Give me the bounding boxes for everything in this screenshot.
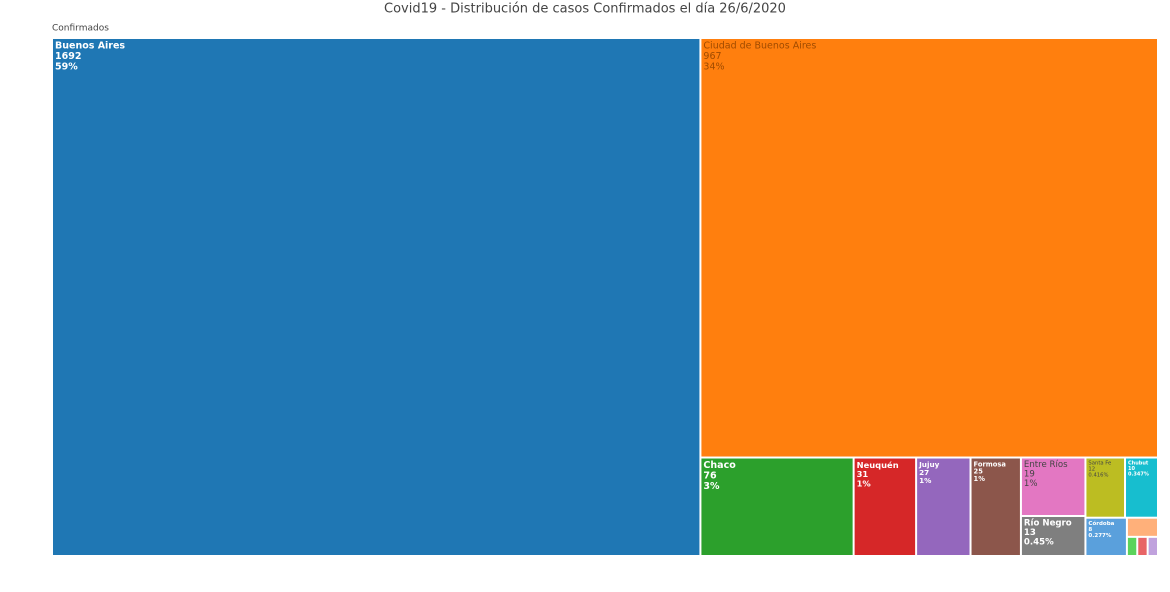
treemap-tile (53, 39, 700, 555)
tile-value: 967 (703, 51, 721, 62)
tile-percent: 1% (974, 475, 986, 483)
tile-percent: 34% (703, 61, 724, 72)
chart-title: Covid19 - Distribución de casos Confirma… (384, 2, 786, 17)
tile-value: 31 (857, 469, 869, 479)
tile-name: Chaco (703, 460, 736, 471)
tile-percent: 1% (857, 478, 872, 488)
tile-percent: 3% (703, 481, 720, 492)
tile-name: Entre Ríos (1024, 460, 1068, 470)
tile-value: 19 (1024, 470, 1035, 480)
tile-value: 13 (1024, 528, 1036, 538)
tile-name: Formosa (974, 460, 1006, 468)
tile-percent: 0.347% (1128, 472, 1149, 478)
tile-name: Córdoba (1088, 520, 1114, 527)
tile-name: Buenos Aires (55, 40, 125, 51)
tile-percent: 0.416% (1088, 472, 1108, 478)
tile-name: Neuquén (857, 460, 899, 470)
treemap-tile (701, 39, 1157, 457)
tile-name: Jujuy (918, 460, 940, 469)
tile-percent: 1% (919, 476, 932, 485)
treemap-tile (1127, 537, 1137, 555)
tile-value: 10 (1128, 466, 1135, 472)
treemap-tile (1086, 458, 1125, 517)
tile-name: Ciudad de Buenos Aires (703, 40, 816, 51)
treemap-tile (1021, 516, 1085, 555)
tile-percent: 59% (55, 61, 78, 72)
tile-value: 8 (1088, 527, 1092, 533)
treemap-tile (1126, 458, 1157, 517)
tile-percent: 0.45% (1024, 538, 1054, 548)
treemap-tile (1086, 518, 1126, 555)
tile-percent: 0.277% (1088, 533, 1111, 539)
tile-value: 76 (703, 470, 717, 481)
treemap-tile (971, 458, 1020, 555)
tile-name: Río Negro (1024, 519, 1072, 529)
treemap-tile (1021, 458, 1085, 515)
tile-value: 12 (1088, 467, 1095, 473)
treemap-tile (1138, 537, 1147, 555)
treemap-tile (1127, 518, 1157, 536)
tile-value: 25 (974, 468, 984, 476)
tile-name: Santa Fe (1088, 461, 1111, 467)
tile-value: 1692 (55, 51, 81, 62)
tile-value: 27 (919, 468, 929, 477)
tile-name: Chubut (1128, 461, 1149, 467)
treemap-tile (917, 458, 970, 555)
treemap-tile (854, 458, 916, 555)
tile-percent: 1% (1024, 479, 1038, 489)
treemap-tile (701, 458, 853, 555)
root-label: Confirmados (52, 24, 109, 34)
treemap-tile (1148, 537, 1157, 555)
